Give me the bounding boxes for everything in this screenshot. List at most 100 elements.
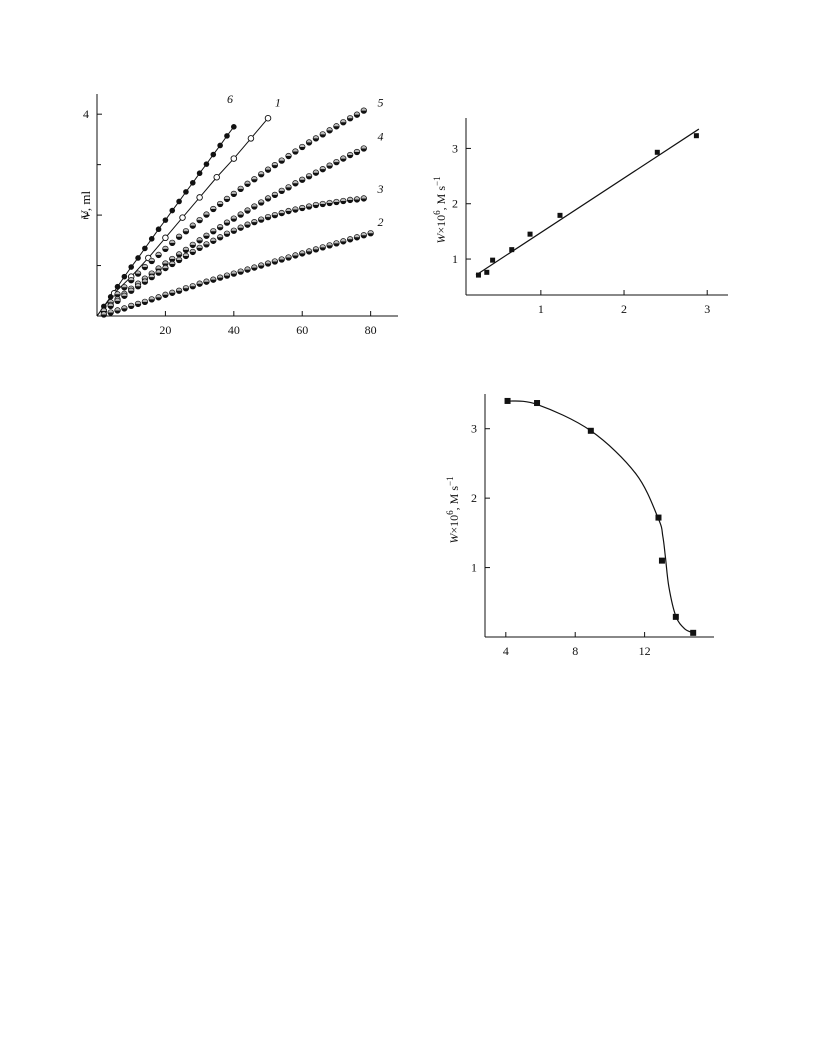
data-point	[658, 557, 665, 564]
point-series-2	[305, 248, 313, 255]
point-series-5	[134, 270, 142, 277]
point-series-2	[285, 254, 292, 261]
point-series-3	[244, 221, 251, 228]
series-label-4: 4	[377, 129, 383, 143]
point-series-5	[292, 148, 299, 155]
point-series-4	[182, 246, 190, 254]
x-tick-label: 2	[621, 302, 627, 316]
point-series-4	[353, 148, 361, 156]
point-series-5	[333, 123, 340, 130]
point-series-4	[360, 145, 367, 152]
point-series-3	[182, 252, 190, 260]
point-series-3	[107, 302, 114, 310]
point-series-6	[162, 217, 169, 223]
point-series-6	[128, 264, 135, 270]
y-tick-label: 1	[471, 561, 477, 575]
chart-1-axes	[96, 94, 398, 317]
point-series-2	[292, 252, 299, 259]
point-series-2	[299, 250, 306, 257]
point-series-2	[319, 244, 326, 251]
point-series-2	[148, 296, 155, 303]
point-series-3	[162, 264, 169, 272]
point-series-5	[141, 263, 149, 271]
point-series-3	[203, 241, 210, 248]
point-series-6	[203, 161, 210, 167]
x-tick-label: 40	[228, 323, 240, 337]
point-series-5	[353, 111, 361, 118]
point-series-4	[230, 215, 237, 222]
data-point	[484, 269, 490, 275]
point-series-2	[237, 268, 244, 275]
point-series-2	[169, 289, 176, 296]
point-series-6	[189, 180, 196, 186]
point-series-3	[333, 198, 340, 206]
point-series-3	[346, 196, 354, 204]
point-series-5	[121, 284, 128, 291]
point-series-2	[189, 283, 196, 290]
point-series-2	[278, 256, 285, 263]
point-series-2	[258, 262, 265, 269]
point-series-3	[216, 234, 224, 241]
point-series-4	[264, 195, 272, 202]
series-label-3: 3	[376, 182, 383, 196]
point-series-2	[107, 309, 114, 316]
point-series-5	[169, 239, 176, 246]
point-series-2	[312, 246, 320, 253]
chart-1-marks: 6 1 5 4 3 2	[96, 92, 383, 318]
point-series-4	[285, 184, 292, 191]
point-series-2	[271, 258, 279, 265]
point-series-2	[141, 298, 149, 306]
point-series-2	[216, 274, 224, 281]
point-series-4	[237, 211, 244, 218]
data-point	[475, 272, 481, 278]
point-series-6	[176, 198, 182, 205]
point-series-1	[230, 155, 238, 162]
point-series-3	[292, 206, 299, 213]
data-point	[527, 231, 533, 237]
point-series-5	[312, 135, 320, 142]
point-series-3	[148, 274, 155, 281]
point-series-5	[196, 216, 203, 224]
data-point	[655, 514, 662, 521]
point-series-6	[231, 123, 237, 130]
point-series-4	[271, 191, 279, 199]
y-tick-label: 1	[452, 252, 458, 266]
point-series-2	[114, 307, 121, 314]
point-series-1	[162, 234, 169, 242]
point-series-2	[340, 238, 347, 245]
point-series-2	[182, 285, 190, 292]
point-series-6	[196, 170, 203, 177]
point-series-5	[299, 143, 306, 151]
point-series-4	[189, 241, 196, 249]
fit-curve	[507, 400, 694, 634]
point-series-4	[244, 207, 251, 214]
point-series-5	[182, 228, 190, 235]
point-series-4	[299, 176, 306, 183]
x-tick-label: 8	[572, 644, 578, 658]
y-tick-label: 2	[471, 491, 477, 505]
point-series-5	[210, 205, 217, 213]
x-tick-label: 60	[296, 323, 308, 337]
point-series-3	[210, 237, 217, 244]
point-series-6	[224, 133, 230, 139]
point-series-1	[213, 173, 220, 181]
point-series-3	[114, 297, 121, 305]
point-series-6	[183, 189, 189, 195]
point-series-3	[312, 201, 320, 209]
chart-1-y-axis-label: V, ml	[78, 191, 93, 220]
point-series-3	[264, 213, 272, 221]
point-series-5	[251, 176, 258, 183]
point-series-4	[223, 219, 231, 226]
point-series-3	[128, 287, 135, 294]
point-series-6	[148, 236, 155, 242]
point-series-5	[162, 245, 169, 253]
point-series-6	[155, 226, 162, 233]
point-series-4	[326, 162, 333, 169]
point-series-5	[360, 107, 367, 114]
point-series-5	[264, 166, 272, 173]
x-tick-label: 12	[639, 644, 651, 658]
point-series-3	[353, 196, 361, 203]
series-label-1: 1	[275, 96, 281, 110]
x-tick-label: 4	[503, 644, 509, 658]
point-series-4	[196, 237, 203, 244]
